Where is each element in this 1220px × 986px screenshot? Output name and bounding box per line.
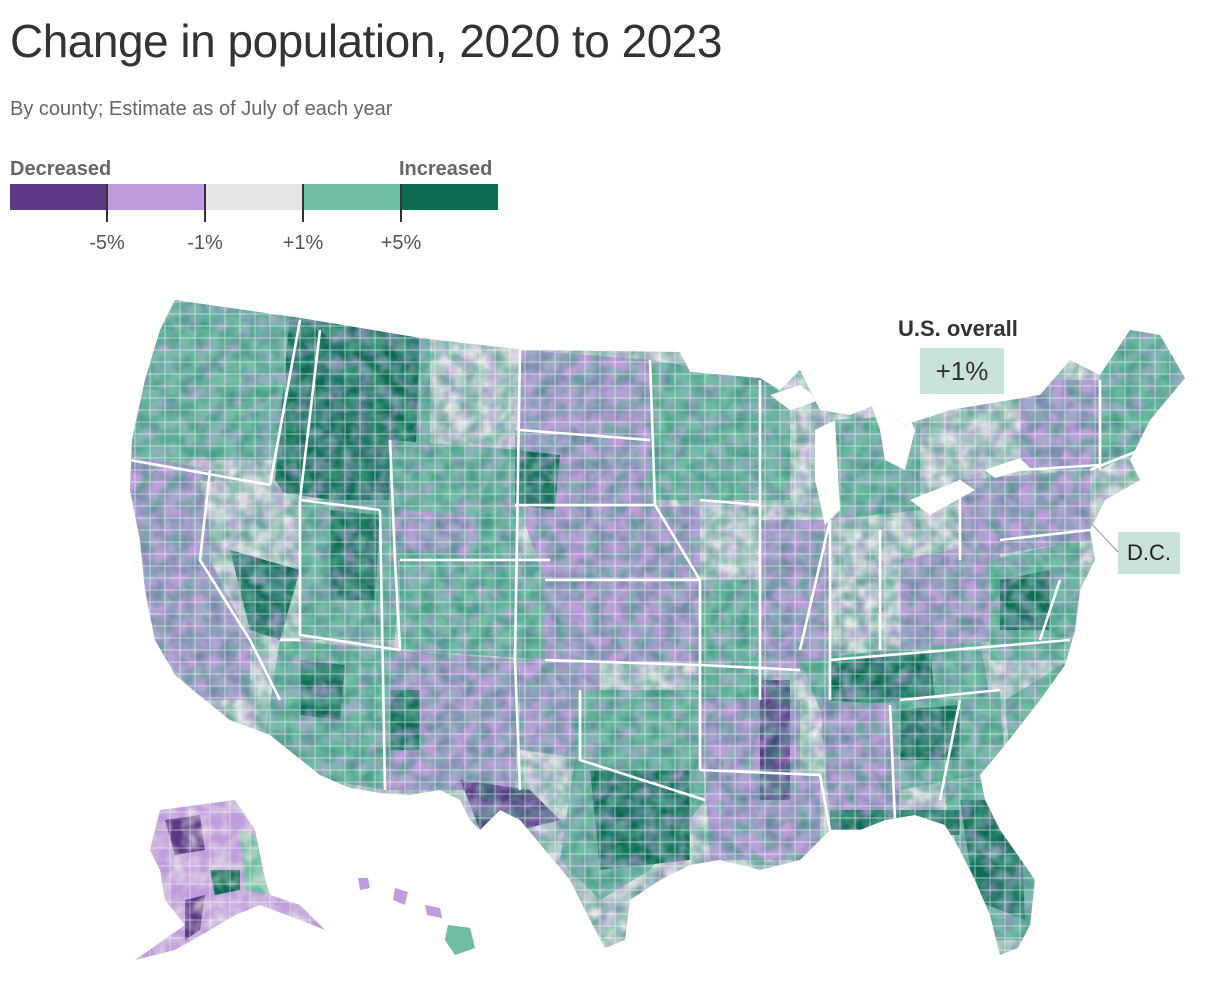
us-overall-value-badge: +1% (920, 348, 1004, 394)
legend-tick (204, 184, 206, 222)
chart-subtitle: By county; Estimate as of July of each y… (10, 98, 393, 120)
dc-label-badge: D.C. (1118, 532, 1180, 574)
legend-color-bar (10, 184, 498, 210)
legend-tick-label: -1% (187, 232, 223, 254)
legend-tick (400, 184, 402, 222)
chart-title: Change in population, 2020 to 2023 (10, 15, 722, 67)
legend-segment-large-increase (400, 184, 498, 210)
legend-increased-label: Increased (399, 158, 493, 180)
legend-segment-stable (205, 184, 303, 210)
legend-tick (302, 184, 304, 222)
us-overall-label: U.S. overall (898, 316, 1018, 341)
legend-segment-increase (302, 184, 401, 210)
alaska-region (135, 800, 325, 960)
legend-tick-label: -5% (89, 232, 125, 254)
legend-tick (106, 184, 108, 222)
legend-segment-decrease (107, 184, 206, 210)
legend-decreased-label: Decreased (10, 158, 112, 180)
legend-tick-label: +5% (380, 232, 422, 254)
hawaii-region (358, 878, 475, 955)
legend-segment-large-decrease (10, 184, 108, 210)
lower-48-region (130, 300, 1185, 955)
legend-tick-label: +1% (282, 232, 324, 254)
dc-leader-line (1087, 519, 1119, 553)
